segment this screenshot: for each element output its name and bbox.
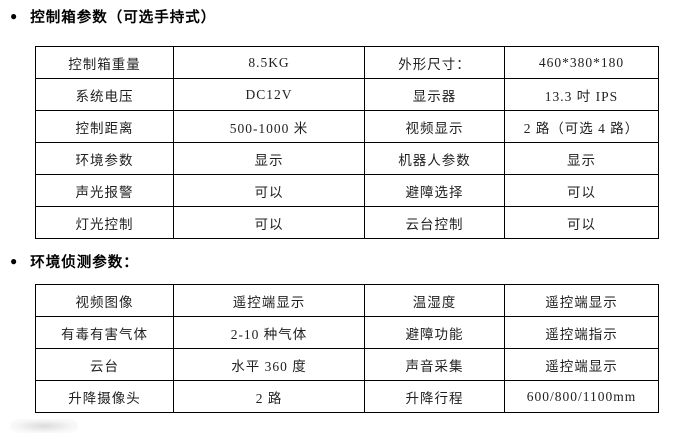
table-cell: 显示器 [364,78,505,111]
table-cell: 显示 [504,142,659,175]
table-cell: 声音采集 [364,348,505,381]
table-cell: 600/800/1100mm [504,380,659,413]
section-heading-environment: ● 环境侦测参数： [10,251,139,272]
table-cell: 2 路 [173,380,365,413]
table-cell: 机器人参数 [364,142,505,175]
table-cell: 有毒有害气体 [35,316,174,349]
table-cell: 可以 [504,174,659,207]
table-cell: 云台 [35,348,174,381]
table-cell: 升降行程 [364,380,505,413]
table-row: 控制距离 500-1000 米视频显示 2 路（可选 4 路） [35,110,659,143]
table-row: 灯光控制 可以 云台控制 可以 [35,206,659,239]
table-cell: 控制距离 [35,110,174,143]
table-cell: 500-1000 米 [173,110,365,143]
table-row: 视频图像 遥控端显示 温湿度 遥控端显示 [35,284,659,317]
section-heading-text: 环境侦测参数： [30,255,139,271]
table-cell: 遥控端显示 [504,284,659,317]
table-cell: 外形尺寸： [364,46,505,79]
table-cell: 460*380*180 [504,46,659,79]
table-cell: 遥控端指示 [504,316,659,349]
table-cell: DC12V [173,78,365,111]
table-cell: 避障功能 [364,316,505,349]
table-cell: 视频显示 [364,110,505,143]
table-row: 云台 水平 360 度声音采集 遥控端显示 [35,348,659,381]
table-cell: 升降摄像头 [35,380,174,413]
section-heading-control-box: ● 控制箱参数（可选手持式） [10,6,216,27]
table-cell: 灯光控制 [35,206,174,239]
table-cell: 13.3 吋 IPS [504,78,659,111]
table-row: 有毒有害气体 2-10 种气体 避障功能 遥控端指示 [35,316,659,349]
environment-detection-parameters-table: 视频图像 遥控端显示 温湿度 遥控端显示 有毒有害气体 2-10 种气体 避障功能 遥控端指示… [35,284,659,413]
table-cell: 遥控端显示 [173,284,365,317]
bullet-icon: ● [10,254,18,268]
table-cell: 云台控制 [364,206,505,239]
table-cell: 环境参数 [35,142,174,175]
table-cell: 温湿度 [364,284,505,317]
table-cell: 显示 [173,142,365,175]
table-row: 声光报警 可以 避障选择 可以 [35,174,659,207]
section-heading-text: 控制箱参数（可选手持式） [30,10,217,26]
table-cell: 可以 [173,206,365,239]
table-cell: 2 路（可选 4 路） [504,110,659,143]
table-cell: 控制箱重量 [35,46,174,79]
table-row: 控制箱重量 8.5KG 外形尺寸： 460*380*180 [35,46,659,79]
table-cell: 8.5KG [173,46,365,79]
control-box-parameters-table: 控制箱重量 8.5KG 外形尺寸： 460*380*180 系统电压 DC12V 显示器 13… [35,46,659,239]
table-cell: 可以 [173,174,365,207]
table-row: 系统电压 DC12V 显示器 13.3 吋 IPS [35,78,659,111]
table-cell: 水平 360 度 [173,348,365,381]
screenshot-smudge-artifact [10,419,78,433]
table-cell: 可以 [504,206,659,239]
table-cell: 声光报警 [35,174,174,207]
table-row: 环境参数 显示 机器人参数 显示 [35,142,659,175]
table-cell: 遥控端显示 [504,348,659,381]
table-row: 升降摄像头 2 路升降行程 600/800/1100mm [35,380,659,413]
bullet-icon: ● [10,9,18,23]
table-cell: 系统电压 [35,78,174,111]
table-cell: 避障选择 [364,174,505,207]
table-cell: 2-10 种气体 [173,316,365,349]
table-cell: 视频图像 [35,284,174,317]
